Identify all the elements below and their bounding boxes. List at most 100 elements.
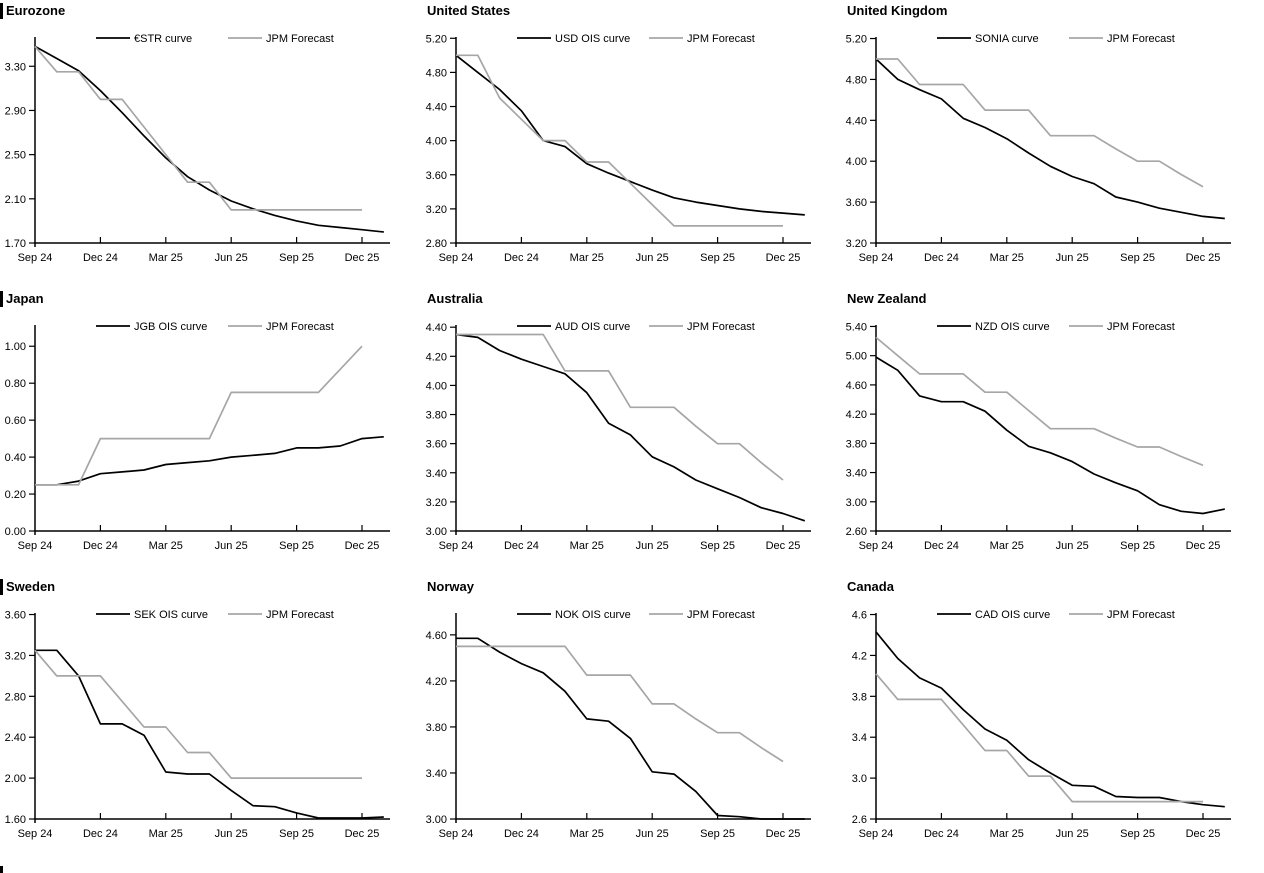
line-chart: 2.6 3.0 3.4 3.8 4.2 4.6 Sep 24 Dec 24 Mar 25 Jun … [852,609,1231,840]
legend-label: SEK OIS curve [134,609,208,621]
chart-panel-canada: Canada 2.6 3.0 3.4 3.8 4.2 4.6 Sep 24 Dec 24 Mar… [841,576,1264,873]
x-axis-tick-label: Sep 24 [439,252,474,264]
x-axis-tick-label: Jun 25 [215,252,248,264]
y-axis-tick-label: 5.00 [846,351,867,363]
market-curve-line [34,45,384,233]
line-chart: 3.00 3.20 3.40 3.60 3.80 4.00 4.20 4.40 Sep 24 De… [426,321,811,552]
x-axis-tick-label: Sep 24 [18,828,53,840]
section-marker-bar [0,3,3,19]
y-axis-tick-label: 4.20 [846,409,867,421]
x-axis-tick-label: Dec 25 [766,828,801,840]
chart-title: Norway [427,579,474,594]
line-chart: 1.60 2.00 2.40 2.80 3.20 3.60 Sep 24 Dec 24 Mar … [5,609,390,840]
x-axis-tick-label: Mar 25 [570,828,604,840]
legend-label: JPM Forecast [1107,33,1175,45]
legend-label: JPM Forecast [266,609,334,621]
y-axis-tick-label: 3.60 [426,170,447,182]
x-axis-tick-label: Jun 25 [215,828,248,840]
x-axis-tick-label: Sep 25 [700,828,735,840]
legend-label: JPM Forecast [1107,609,1175,621]
x-axis-tick-label: Dec 25 [345,252,380,264]
x-axis-tick-label: Dec 24 [924,540,959,552]
x-axis-tick-label: Sep 25 [279,540,314,552]
legend-label: JPM Forecast [687,609,755,621]
y-axis-tick-label: 4.40 [426,322,447,334]
jpm-forecast-line [456,54,783,227]
x-axis-tick-label: Jun 25 [1056,828,1089,840]
y-axis-tick-label: 4.40 [426,102,447,114]
legend-label: AUD OIS curve [555,321,630,333]
y-axis-tick-label: 3.80 [426,722,447,734]
y-axis-tick-label: 2.80 [426,238,447,250]
market-curve-line [35,649,384,819]
legend-label: NOK OIS curve [555,609,631,621]
x-axis-tick-label: Sep 25 [279,828,314,840]
chart-panel-sweden: Sweden 1.60 2.00 2.40 2.80 3.20 3.60 Sep 24 Dec… [0,576,421,873]
y-axis-tick-label: 3.80 [846,438,867,450]
chart-title: Japan [6,291,44,306]
x-axis-tick-label: Mar 25 [149,828,183,840]
legend-label: CAD OIS curve [975,609,1050,621]
jpm-forecast-line [456,333,784,481]
x-axis-tick-label: Dec 24 [83,252,118,264]
x-axis-tick-label: Sep 25 [279,252,314,264]
y-axis-tick-label: 4.00 [426,136,447,148]
x-axis-tick-label: Jun 25 [1056,540,1089,552]
x-axis-tick-label: Dec 24 [924,828,959,840]
y-axis-tick-label: 3.00 [426,814,447,826]
x-axis-tick-label: Dec 24 [504,828,539,840]
market-curve-line [455,54,805,216]
y-axis-tick-label: 2.80 [5,691,26,703]
y-axis-tick-label: 3.20 [426,204,447,216]
chart-title: Canada [847,579,894,594]
y-axis-tick-label: 1.00 [5,341,26,353]
y-axis-tick-label: 2.6 [852,814,867,826]
x-axis-tick-label: Sep 25 [700,540,735,552]
chart-panel-new-zealand: New Zealand 2.60 3.00 3.40 3.80 4.20 4.60 5.00… [841,288,1264,576]
legend-label: JPM Forecast [687,321,755,333]
x-axis-tick-label: Sep 24 [439,828,474,840]
y-axis-tick-label: 4.60 [846,380,867,392]
y-axis-tick-label: 3.80 [426,410,447,422]
market-curve-line [875,356,1225,515]
y-axis-tick-label: 4.80 [846,74,867,86]
y-axis-tick-label: 3.8 [852,691,867,703]
line-chart: 3.00 3.40 3.80 4.20 4.60 Sep 24 Dec 24 Mar 25 Ju… [426,609,811,840]
line-chart: 3.20 3.60 4.00 4.40 4.80 5.20 Sep 24 Dec 24 Mar … [846,33,1231,264]
chart-title: Eurozone [6,3,66,18]
y-axis-tick-label: 4.40 [846,115,867,127]
x-axis-tick-label: Jun 25 [636,540,669,552]
line-chart: 2.80 3.20 3.60 4.00 4.40 4.80 5.20 Sep 24 Dec 24… [426,33,811,264]
x-axis-tick-label: Mar 25 [990,828,1024,840]
y-axis-tick-label: 3.30 [5,61,26,73]
y-axis-tick-label: 3.60 [846,197,867,209]
legend-label: JGB OIS curve [134,321,207,333]
line-chart: 0.00 0.20 0.40 0.60 0.80 1.00 Sep 24 Dec 24 Mar … [5,321,390,552]
x-axis-tick-label: Sep 25 [700,252,735,264]
x-axis-tick-label: Mar 25 [149,540,183,552]
x-axis-tick-label: Dec 24 [504,540,539,552]
y-axis-tick-label: 5.20 [426,33,447,45]
y-axis-tick-label: 3.20 [5,650,26,662]
market-curve-line [456,637,805,820]
y-axis-tick-label: 1.70 [5,238,26,250]
x-axis-tick-label: Sep 24 [859,252,894,264]
x-axis-tick-label: Jun 25 [636,828,669,840]
x-axis-tick-label: Dec 24 [504,252,539,264]
x-axis-tick-label: Dec 25 [1186,540,1221,552]
x-axis-tick-label: Dec 25 [345,540,380,552]
y-axis-tick-label: 2.40 [5,732,26,744]
market-curve-line [35,435,384,486]
chart-title: New Zealand [847,291,927,306]
x-axis-tick-label: Sep 25 [1120,540,1155,552]
y-axis-tick-label: 2.60 [846,526,867,538]
y-axis-tick-label: 0.80 [5,378,26,390]
legend-label: JPM Forecast [266,33,334,45]
legend-label: JPM Forecast [687,33,755,45]
chart-title: Sweden [6,579,56,594]
jpm-forecast-line [34,45,362,211]
x-axis-tick-label: Dec 24 [924,252,959,264]
chart-title: Australia [427,291,483,306]
x-axis-tick-label: Dec 24 [83,828,118,840]
